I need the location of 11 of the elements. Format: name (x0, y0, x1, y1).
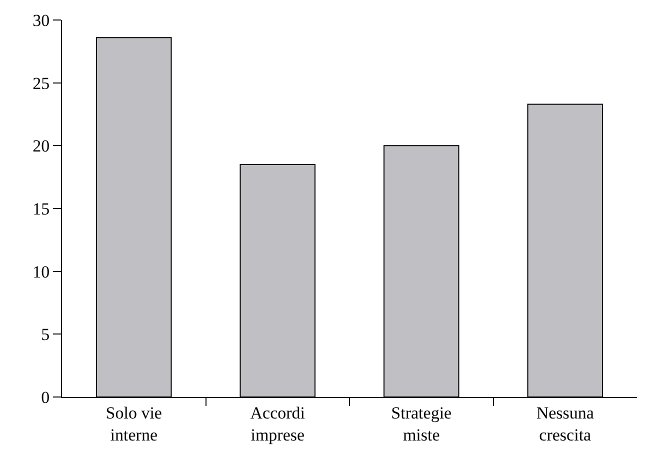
y-tick-label: 15 (32, 199, 50, 218)
y-tick-label: 10 (32, 262, 50, 282)
x-tick-label: Accordi imprese (250, 403, 306, 444)
y-tick-label: 25 (32, 74, 50, 93)
x-tick-label: Strategie miste (391, 403, 452, 444)
y-tick-label: 5 (41, 325, 50, 344)
x-tick-label: Nessuna crescita (536, 403, 594, 444)
y-tick-label: 20 (32, 136, 50, 156)
x-tick-label: Solo vie interne (106, 403, 162, 444)
y-tick-label: 0 (41, 388, 50, 407)
y-tick-label: 30 (32, 10, 50, 30)
